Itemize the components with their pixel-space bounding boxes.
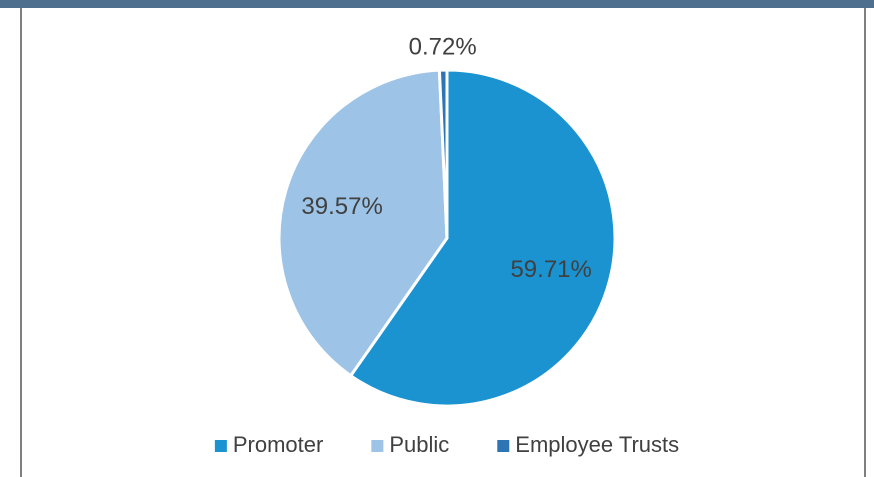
data-label: 39.57%: [301, 193, 382, 220]
legend-label: Employee Trusts: [515, 432, 679, 457]
top-border: [0, 0, 874, 8]
pie-slice: [349, 68, 617, 408]
data-label: 0.72%: [409, 33, 477, 60]
legend-label: Public: [389, 432, 449, 457]
legend-swatch: [371, 440, 384, 452]
pie-slice: [437, 68, 449, 240]
pie-slice: [277, 68, 449, 378]
data-label: 59.71%: [510, 256, 591, 283]
legend-label: Promoter: [233, 432, 323, 457]
legend-swatch: [497, 440, 510, 452]
legend-swatch: [214, 440, 227, 452]
